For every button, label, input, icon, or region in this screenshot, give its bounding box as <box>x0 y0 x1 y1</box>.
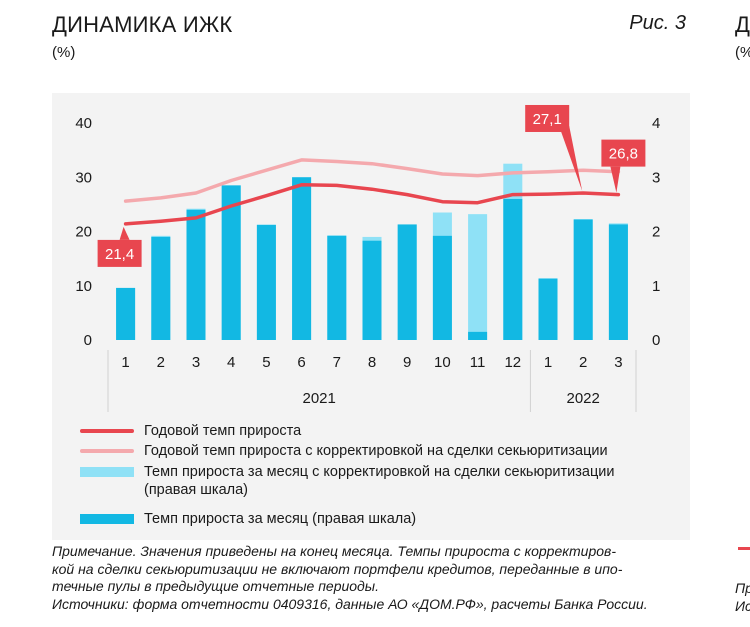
note-line: кой на сделки секьюритизации не включают… <box>52 560 623 577</box>
bar-monthly <box>221 185 241 340</box>
x-tick-label: 12 <box>504 354 521 371</box>
x-tick-label: 5 <box>262 354 270 371</box>
y-right-tick-label: 0 <box>652 332 660 349</box>
x-tick-label: 1 <box>121 354 129 371</box>
callout-box <box>601 139 646 167</box>
legend-swatch-monthly-adjusted <box>80 467 134 477</box>
x-tick-label: 8 <box>368 354 376 371</box>
data-label: 26,8 <box>609 146 638 163</box>
sources-line: Источники: форма отчетности 0409316, дан… <box>52 595 648 612</box>
bar-monthly <box>538 278 558 340</box>
bar-monthly <box>573 219 593 340</box>
x-tick-label: 10 <box>434 354 451 371</box>
legend-label-annual: Годовой темп прироста <box>144 423 302 439</box>
y-left-tick-label: 30 <box>75 169 92 186</box>
data-label: 27,1 <box>533 111 562 128</box>
y-left-tick-label: 20 <box>75 224 92 241</box>
year-group-label: 2022 <box>567 390 600 407</box>
bar-monthly <box>256 224 276 340</box>
x-tick-label: 4 <box>227 354 235 371</box>
bar-monthly <box>327 235 347 340</box>
y-right-tick-label: 3 <box>652 169 660 186</box>
x-tick-label: 1 <box>544 354 552 371</box>
y-left-tick-label: 40 <box>75 115 92 132</box>
legend-swatch-annual-adjusted <box>80 449 134 453</box>
bar-monthly <box>362 240 382 340</box>
x-tick-label: 3 <box>614 354 622 371</box>
x-tick-label: 9 <box>403 354 411 371</box>
next-chart-title-fragment: Д <box>735 12 750 37</box>
callout-box <box>97 239 142 267</box>
line-annual-adjusted <box>123 158 621 203</box>
legend-label-annual-adjusted: Годовой темп прироста с корректировкой н… <box>144 443 608 459</box>
bar-monthly <box>397 224 417 340</box>
bar-monthly <box>503 198 523 340</box>
next-chart-unit-fragment: (% <box>735 44 750 61</box>
legend-item-monthly: Темп прироста за месяц (правая шкала) <box>80 510 416 528</box>
bar-monthly <box>116 287 136 340</box>
x-tick-label: 6 <box>297 354 305 371</box>
callout-box <box>525 104 570 132</box>
y-right-tick-label: 4 <box>652 115 660 132</box>
legend-label-monthly-adjusted: Темп прироста за месяц с корректировкой … <box>144 464 615 498</box>
data-label: 21,4 <box>105 246 134 263</box>
bar-monthly <box>468 331 488 340</box>
x-tick-label: 3 <box>192 354 200 371</box>
legend-swatch-annual <box>80 429 134 433</box>
callout-pointer <box>561 125 583 191</box>
next-chart-legend-line-fragment <box>738 547 750 550</box>
note-line: Примечание. Значения приведены на конец … <box>52 543 616 559</box>
note-fragment: Пр <box>735 580 750 596</box>
bar-monthly <box>292 177 312 340</box>
bar-monthly <box>151 236 171 340</box>
bar-monthly <box>432 235 452 340</box>
figure-label: Рис. 3 <box>629 12 686 34</box>
chart-title: ДИНАМИКА ИЖК <box>52 12 233 37</box>
chart-notes: Примечание. Значения приведены на конец … <box>52 543 692 613</box>
callout-pointer <box>119 226 130 240</box>
legend-label-monthly: Темп прироста за месяц (правая шкала) <box>144 511 417 527</box>
legend-item-monthly-adjusted: Темп прироста за месяц с корректировкой … <box>80 463 690 499</box>
legend-item-annual: Годовой темп прироста <box>80 422 301 440</box>
callout-pointer <box>610 166 621 193</box>
x-tick-label: 2 <box>157 354 165 371</box>
y-left-tick-label: 10 <box>75 278 92 295</box>
y-right-tick-label: 2 <box>652 224 660 241</box>
x-tick-label: 11 <box>470 354 486 371</box>
unit-label: (%) <box>52 44 76 61</box>
x-tick-label: 2 <box>579 354 587 371</box>
y-left-tick-label: 0 <box>84 332 92 349</box>
note-line: течные пулы в предыдущие отчетные период… <box>52 578 379 594</box>
year-group-label: 2021 <box>303 390 336 407</box>
line-annual <box>123 183 621 226</box>
legend-swatch-monthly <box>80 514 134 524</box>
bar-monthly-adjusted <box>468 214 488 340</box>
note-fragment: Ис <box>735 597 750 614</box>
bar-monthly <box>608 224 628 340</box>
legend-item-annual-adjusted: Годовой темп прироста с корректировкой н… <box>80 442 608 460</box>
y-right-tick-label: 1 <box>652 278 660 295</box>
bar-monthly <box>186 209 206 340</box>
x-tick-label: 7 <box>333 354 341 371</box>
next-chart-note-fragment: Пр Ис <box>735 580 750 615</box>
